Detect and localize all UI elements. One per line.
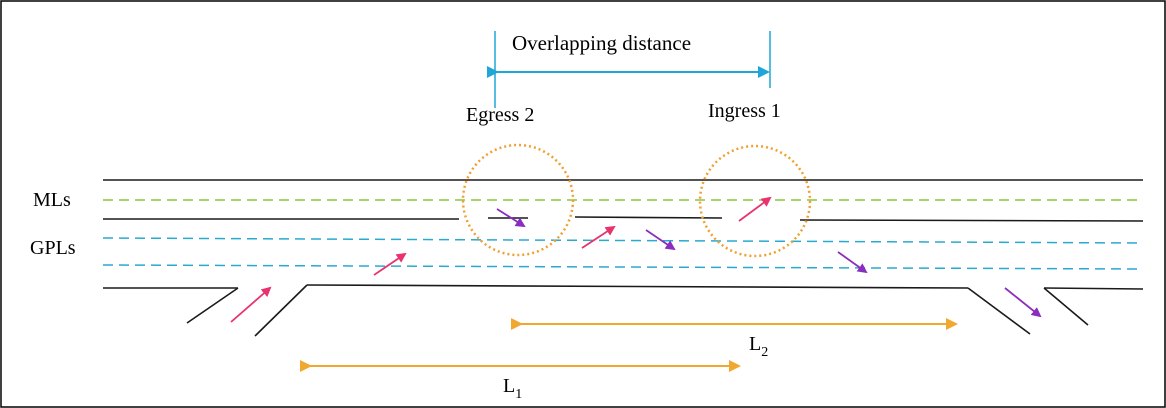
l2-label: L2 xyxy=(749,333,768,360)
barrier-segment-4 xyxy=(799,219,1144,222)
gpls-label: GPLs xyxy=(30,237,76,259)
purple-arrow-icon xyxy=(645,229,676,251)
purple-arrow-icon xyxy=(837,251,868,274)
egress-label: Egress 2 xyxy=(466,104,534,126)
off-ramp-right-edge xyxy=(1043,287,1089,326)
l1-label-subscript: 1 xyxy=(515,387,522,402)
pink-arrow-icon xyxy=(738,196,772,222)
mls-label: MLs xyxy=(33,189,71,211)
on-ramp-left-edge xyxy=(186,287,239,324)
general-lane-divider-2 xyxy=(102,264,1144,270)
general-lane-divider-1 xyxy=(102,237,1144,244)
diverge-arrows xyxy=(496,208,1042,318)
pink-arrow-icon xyxy=(581,225,616,249)
merge-arrows xyxy=(230,196,772,323)
overlapping-distance-indicator: Overlapping distance xyxy=(487,31,771,108)
l2-label-base: L xyxy=(749,333,761,355)
ingress-label: Ingress 1 xyxy=(708,100,781,122)
overlapping-distance-label: Overlapping distance xyxy=(512,31,691,55)
on-ramp-right-edge xyxy=(254,284,308,337)
pink-arrow-icon xyxy=(230,286,272,323)
l1-label: L1 xyxy=(503,375,522,402)
bottom-road-edge-right xyxy=(1043,287,1144,290)
off-ramp-left-edge xyxy=(967,287,1031,335)
barrier-segment-3 xyxy=(574,216,723,219)
pink-arrow-icon xyxy=(373,252,407,276)
l1-label-base: L xyxy=(503,375,515,397)
ingress-zone-circle xyxy=(698,144,812,258)
road-lines xyxy=(103,179,1144,337)
purple-arrow-icon xyxy=(1004,287,1042,318)
bottom-road-edge-main xyxy=(306,284,969,289)
purple-arrow-icon xyxy=(496,208,526,228)
l2-label-subscript: 2 xyxy=(761,345,768,360)
egress-zone-circle xyxy=(461,143,575,257)
